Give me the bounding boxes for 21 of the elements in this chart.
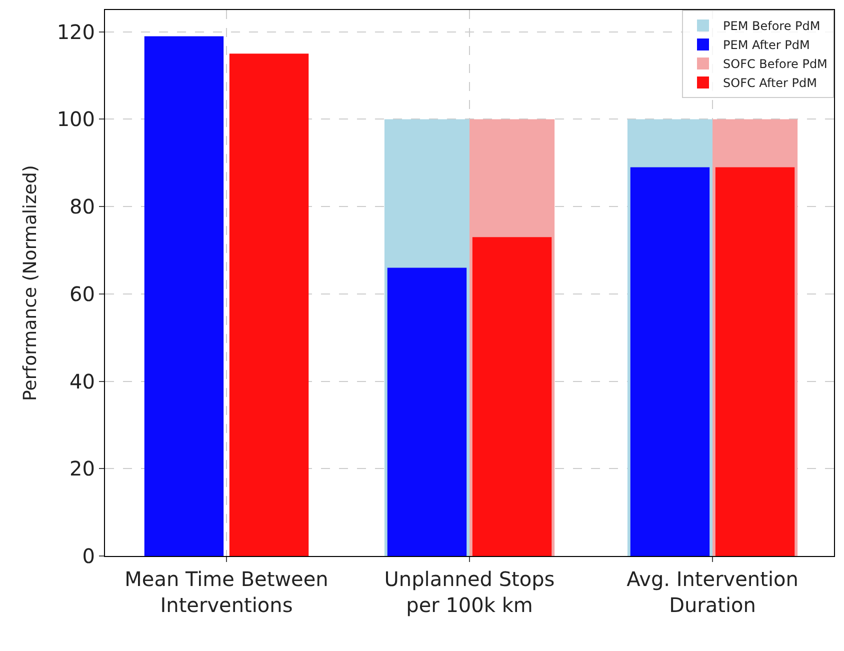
bar: [229, 54, 309, 556]
legend-label: SOFC Before PdM: [723, 57, 828, 72]
y-tick-label: 20: [70, 456, 95, 481]
bar: [715, 167, 795, 556]
y-tick-label: 40: [70, 369, 95, 394]
bar: [387, 268, 467, 556]
y-axis-title: Performance (Normalized): [20, 165, 42, 401]
legend-label: PEM Before PdM: [723, 19, 820, 34]
x-tick-label: Unplanned Stops per 100k km: [384, 567, 555, 617]
bar: [630, 167, 710, 556]
legend-label: SOFC After PdM: [723, 76, 817, 90]
x-tick-label: Avg. Intervention Duration: [626, 567, 798, 617]
y-tick-label: 80: [70, 194, 95, 219]
y-tick-label: 100: [56, 107, 95, 132]
y-tick-label: 0: [82, 544, 95, 568]
y-tick-label: 120: [56, 20, 95, 44]
bar: [144, 36, 224, 556]
y-tick-label: 60: [70, 282, 95, 306]
x-tick-label: Mean Time Between Interventions: [124, 567, 328, 617]
bar: [472, 237, 552, 556]
legend-label: PEM After PdM: [723, 38, 810, 52]
